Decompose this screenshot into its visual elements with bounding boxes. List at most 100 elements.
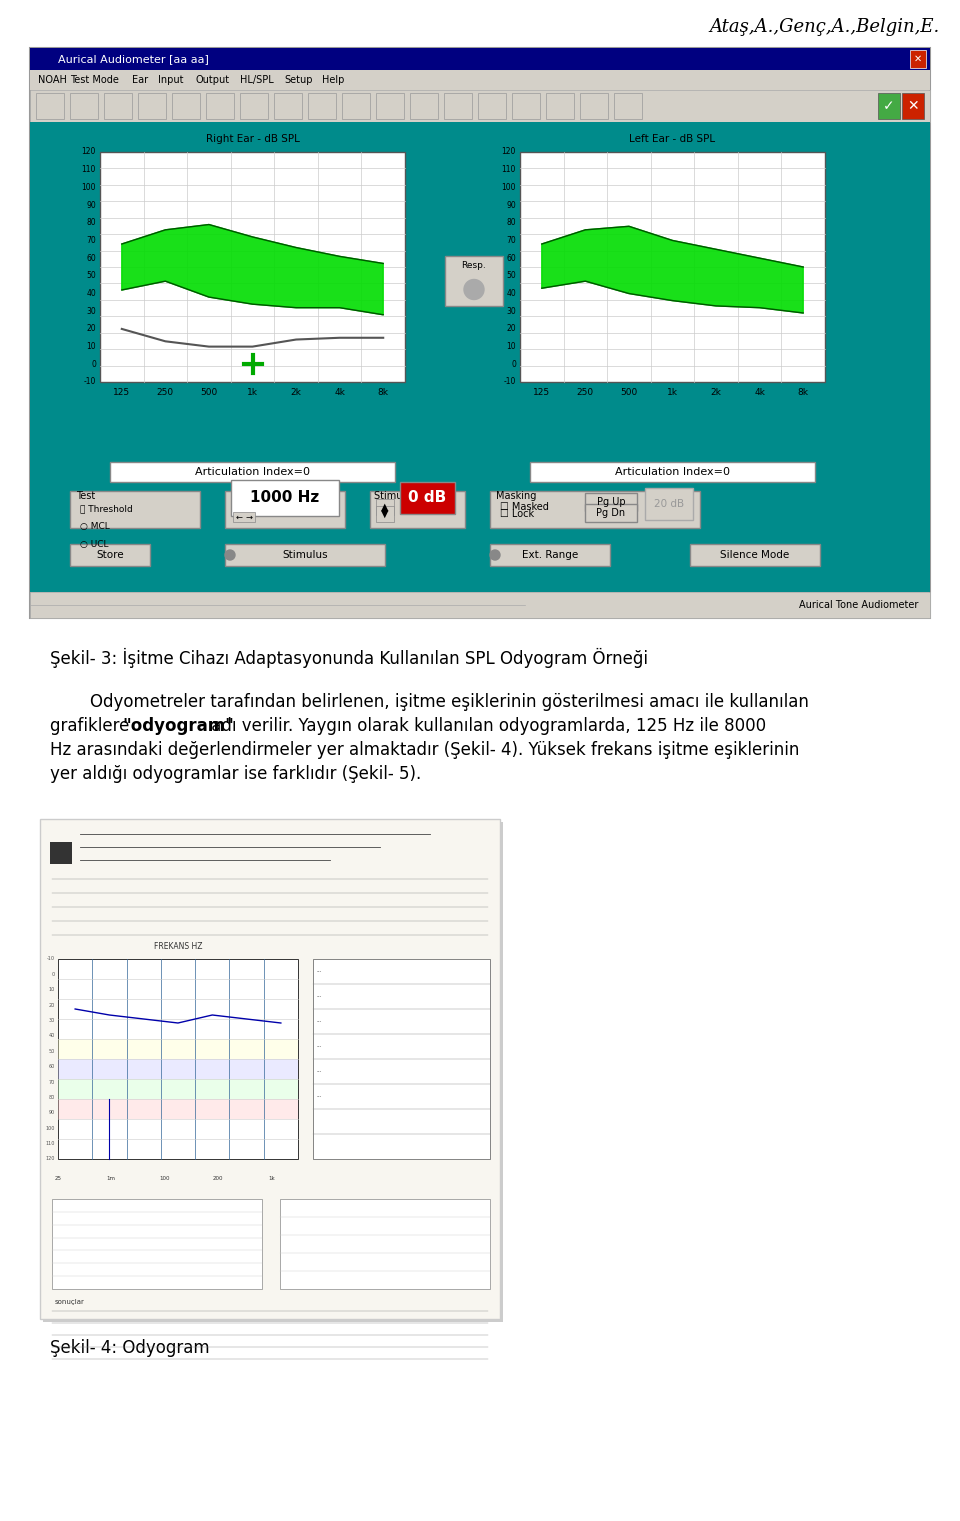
Text: 60: 60 <box>49 1065 55 1069</box>
Bar <box>240 93 268 119</box>
Text: 8k: 8k <box>798 388 808 397</box>
Bar <box>58 1100 298 1119</box>
Text: Test: Test <box>76 491 95 500</box>
Bar <box>910 50 926 68</box>
Text: 30: 30 <box>49 1018 55 1024</box>
Bar <box>172 93 200 119</box>
Text: 500: 500 <box>620 388 637 397</box>
Text: 4k: 4k <box>755 388 765 397</box>
Text: Input: Input <box>158 75 183 85</box>
Text: 60: 60 <box>86 254 96 263</box>
Text: 50: 50 <box>86 271 96 280</box>
Text: 30: 30 <box>86 307 96 316</box>
Bar <box>376 93 404 119</box>
Text: Setup: Setup <box>284 75 313 85</box>
Text: 80: 80 <box>49 1095 55 1100</box>
Text: Store: Store <box>96 551 124 560</box>
Bar <box>30 90 930 122</box>
Text: 120: 120 <box>502 148 516 157</box>
Text: ☐ Lock: ☐ Lock <box>500 510 534 519</box>
Polygon shape <box>541 227 804 313</box>
Bar <box>30 70 930 90</box>
Text: 20 dB: 20 dB <box>654 499 684 510</box>
Bar <box>376 506 394 522</box>
Text: ✕: ✕ <box>907 99 919 113</box>
Text: 250: 250 <box>156 388 174 397</box>
Text: 100: 100 <box>46 1126 55 1130</box>
Text: 100: 100 <box>82 183 96 192</box>
Bar <box>585 503 637 522</box>
Text: Articulation Index=0: Articulation Index=0 <box>615 467 730 478</box>
Text: -10: -10 <box>84 377 96 386</box>
Text: NOAH: NOAH <box>38 75 67 85</box>
Text: grafiklere: grafiklere <box>50 716 134 735</box>
Bar <box>645 488 693 520</box>
Text: 2k: 2k <box>291 388 301 397</box>
Text: 90: 90 <box>506 201 516 210</box>
Text: 1k: 1k <box>268 1177 275 1182</box>
Bar <box>274 93 302 119</box>
Text: 40: 40 <box>506 289 516 298</box>
Bar <box>490 545 610 566</box>
Text: 110: 110 <box>46 1141 55 1147</box>
Text: 10: 10 <box>49 987 55 992</box>
Bar <box>50 843 72 864</box>
Text: 2k: 2k <box>710 388 722 397</box>
Text: 500: 500 <box>201 388 218 397</box>
Bar <box>690 545 820 566</box>
Bar <box>104 93 132 119</box>
Text: 90: 90 <box>49 1110 55 1115</box>
Bar <box>43 821 503 1322</box>
Bar <box>614 93 642 119</box>
Text: 60: 60 <box>506 254 516 263</box>
Text: ---: --- <box>317 969 323 973</box>
Text: Articulation Index=0: Articulation Index=0 <box>195 467 310 478</box>
Text: 1k: 1k <box>174 961 181 966</box>
Bar <box>410 93 438 119</box>
Text: 250: 250 <box>104 961 115 966</box>
Bar <box>30 49 930 618</box>
Bar <box>70 491 200 528</box>
Text: Şekil- 3: İşitme Cihazı Adaptasyonunda Kullanılan SPL Odyogram Örneği: Şekil- 3: İşitme Cihazı Adaptasyonunda K… <box>50 648 648 668</box>
Text: Left Ear - dB SPL: Left Ear - dB SPL <box>630 134 715 144</box>
Text: 110: 110 <box>82 166 96 175</box>
Text: 125: 125 <box>113 388 131 397</box>
Circle shape <box>225 551 235 560</box>
Text: HL/SPL: HL/SPL <box>240 75 274 85</box>
Text: 200: 200 <box>213 1177 224 1182</box>
Text: 70: 70 <box>49 1080 55 1084</box>
Bar <box>100 152 405 382</box>
Text: Masking: Masking <box>496 491 537 500</box>
Text: ✓: ✓ <box>883 99 895 113</box>
Bar <box>225 491 345 528</box>
Bar <box>444 93 472 119</box>
Text: 0 dB: 0 dB <box>408 490 446 505</box>
Text: Stimulus: Stimulus <box>282 551 327 560</box>
Text: 50: 50 <box>49 1049 55 1054</box>
Bar <box>30 592 930 618</box>
Text: ---: --- <box>317 1094 323 1100</box>
Text: ---: --- <box>317 1019 323 1024</box>
Bar <box>370 491 465 528</box>
Text: 70: 70 <box>506 236 516 245</box>
Bar <box>206 93 234 119</box>
Text: 110: 110 <box>502 166 516 175</box>
Bar <box>70 545 150 566</box>
Text: Resp.: Resp. <box>462 262 487 271</box>
Circle shape <box>490 551 500 560</box>
Text: 50: 50 <box>506 271 516 280</box>
Text: 8k: 8k <box>377 388 389 397</box>
Bar <box>58 1059 298 1078</box>
Text: 80: 80 <box>86 219 96 227</box>
Text: ---: --- <box>317 1043 323 1049</box>
Text: Output: Output <box>196 75 230 85</box>
Text: Şekil- 4: Odyogram: Şekil- 4: Odyogram <box>50 1338 209 1357</box>
Bar <box>231 481 339 516</box>
Text: 250: 250 <box>577 388 594 397</box>
Circle shape <box>464 280 484 300</box>
Text: Hz arasındaki değerlendirmeler yer almaktadır (Şekil- 4). Yüksek frekans işitme : Hz arasındaki değerlendirmeler yer almak… <box>50 741 800 759</box>
Bar <box>308 93 336 119</box>
Text: Test Mode: Test Mode <box>70 75 119 85</box>
Bar <box>585 493 637 511</box>
Bar <box>580 93 608 119</box>
